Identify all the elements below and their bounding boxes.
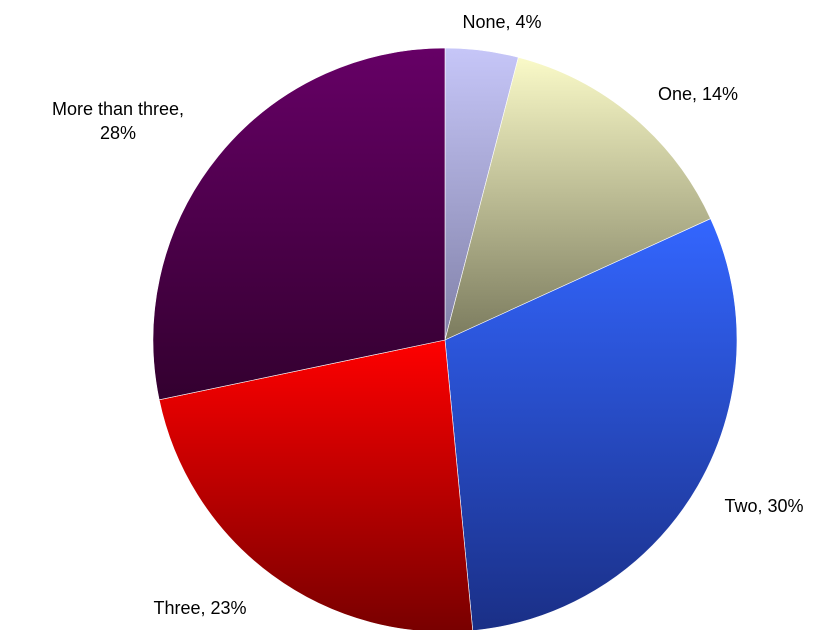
pie-slice-more-than-three [152,47,446,401]
pie-slice-two [444,218,738,630]
slice-label-one: One, 14% [658,84,738,104]
pie-slice-three [158,339,473,630]
slice-label-more-than-three: More than three, 28% [52,99,184,143]
pie-slices [152,47,738,630]
slice-label-none: None, 4% [462,12,541,32]
pie-labels: None, 4% One, 14% Two, 30% Three, 23% Mo… [52,12,804,618]
pie-slice-one [444,56,712,341]
slice-label-three: Three, 23% [153,598,246,618]
slice-label-two: Two, 30% [724,496,803,516]
